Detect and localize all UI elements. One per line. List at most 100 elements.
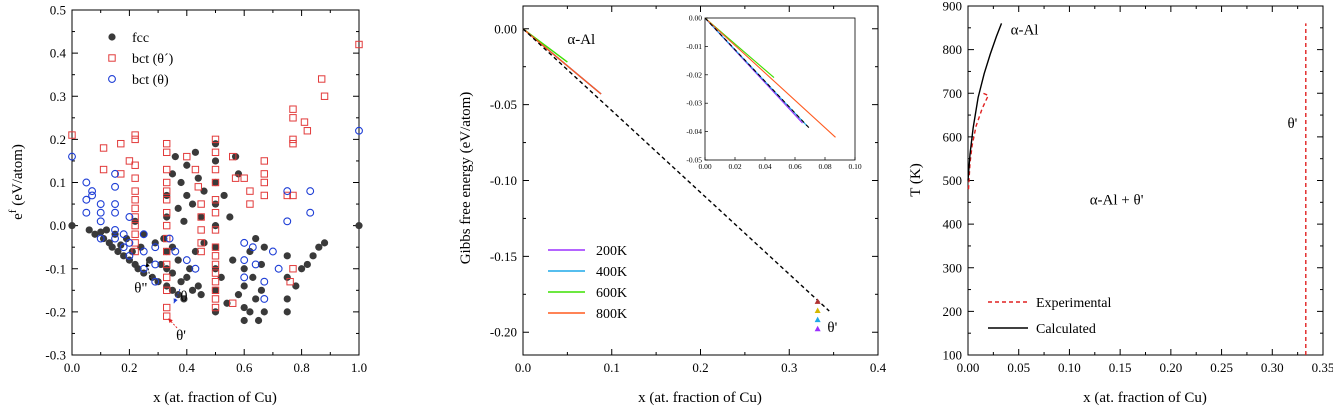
p3-marks: [967, 23, 1307, 355]
p2-legend-label: 400K: [596, 265, 627, 280]
p3-legend: Experimental Calculated: [988, 296, 1112, 337]
p1-point-open-square: [197, 247, 205, 256]
p1-point-open-square: [300, 118, 309, 126]
p1-point-open-square: [240, 174, 248, 182]
p1-point-open-square: [229, 152, 237, 161]
p1-point-filled-circle: [134, 265, 142, 273]
p1-point-open-square: [197, 239, 205, 247]
p3-legend-label: Experimental: [1036, 296, 1112, 311]
p1-annotations: θ" θ θ': [134, 262, 188, 344]
p1-point-open-circle: [119, 243, 128, 252]
p1-point-filled-circle: [240, 282, 248, 290]
p1-point-filled-circle: [223, 299, 231, 307]
p1-point-open-square: [163, 178, 171, 187]
p2-marks: [522, 28, 830, 332]
p2-legend-label: 600K: [596, 286, 627, 301]
p1-point-filled-circle: [211, 140, 220, 148]
p1-point-open-square: [211, 252, 220, 260]
p1-point-open-circle: [151, 243, 160, 252]
p1-legend: fcc bct (θ´) bct (θ): [108, 31, 174, 88]
p2-ytick-label: -0.20: [490, 325, 517, 340]
p1-point-filled-circle: [320, 239, 329, 247]
p3-xtick-label: 0.25: [1210, 360, 1233, 375]
p3-ytick-label: 300: [943, 260, 963, 275]
p1-point-open-circle: [191, 264, 200, 273]
p1-point-open-square: [289, 265, 297, 273]
p1-point-open-square: [211, 178, 220, 187]
p1-point-open-circle: [182, 256, 191, 265]
p1-point-filled-circle: [249, 273, 257, 281]
p1-point-open-square: [211, 148, 220, 157]
p1-ylabel: ef (eV/atom): [7, 144, 26, 220]
p2-inset-ytick-label: -0.01: [686, 42, 702, 51]
p1-point-open-square: [99, 144, 108, 152]
p2-annotation-label: θ': [827, 320, 837, 336]
p1-point-filled-circle: [157, 260, 165, 269]
panel-formation-energy: 0.0 0.2 0.4 0.6 0.8 1.0 -0.3 -0.2 -0.1 0.0 0.1 0.2 0…: [7, 3, 367, 407]
p2-legend-label: 200K: [596, 244, 627, 259]
p1-point-open-circle: [274, 264, 283, 273]
p2-annotation-label: α-Al: [567, 32, 595, 48]
p1-point-filled-circle: [180, 217, 188, 225]
p1-point-open-circle: [125, 251, 134, 260]
p3-annotation-label: θ': [1288, 116, 1298, 132]
p1-annotation-label: θ: [180, 289, 187, 305]
p1-point-open-circle: [248, 243, 257, 252]
p1-point-open-circle: [82, 178, 91, 187]
p1-point-open-square: [260, 170, 268, 178]
p1-point-filled-circle: [252, 234, 260, 243]
p1-legend-label: fcc: [132, 31, 149, 46]
p3-ytick-label: 100: [943, 348, 963, 363]
p3-experimental-line: [967, 92, 990, 190]
p1-point-filled-circle: [200, 187, 208, 195]
p1-point-filled-circle: [257, 260, 266, 269]
p1-point-filled-circle: [252, 295, 260, 303]
p1-point-open-circle: [139, 230, 148, 239]
p1-point-filled-circle: [145, 256, 154, 264]
p2-inset-ytick-label: -0.05: [686, 156, 702, 165]
p1-point-open-square: [197, 200, 205, 208]
p1-point-open-square: [320, 92, 329, 100]
p1-point-open-square: [131, 239, 139, 247]
p1-point-open-circle: [240, 273, 249, 282]
p1-point-open-circle: [251, 260, 260, 269]
p1-point-filled-circle: [226, 213, 234, 221]
p1-point-open-circle: [96, 234, 105, 243]
p1-point-open-square: [163, 196, 171, 204]
p1-legend-marker: [108, 33, 116, 41]
p1-point-filled-circle: [168, 269, 177, 277]
p1-point-filled-circle: [197, 213, 205, 221]
p2-ytick-label: -0.10: [490, 173, 517, 188]
p1-point-open-circle: [165, 234, 174, 243]
p1-point-filled-circle: [163, 265, 171, 273]
p1-point-filled-circle: [197, 291, 205, 299]
p1-point-open-square: [260, 191, 268, 200]
p1-point-open-square: [163, 247, 171, 256]
p1-point-filled-circle: [163, 191, 171, 200]
p2-inset-line: [704, 17, 836, 138]
p3-ytick-label: 800: [943, 42, 963, 57]
p1-point-open-square: [163, 208, 171, 217]
p3-frame: [967, 5, 1324, 356]
p3-ylabel: T (K): [908, 163, 924, 196]
p1-point-filled-circle: [292, 282, 300, 290]
p1-legend-marker: [108, 75, 116, 83]
p1-point-filled-circle: [283, 308, 291, 316]
p2-xtick-label: 0.4: [870, 360, 887, 375]
p1-ytick-label: -0.3: [45, 348, 66, 363]
p1-point-filled-circle: [171, 153, 179, 161]
p1-point-filled-circle: [315, 243, 323, 251]
p1-point-open-circle: [68, 152, 76, 161]
p1-point-open-square: [131, 213, 139, 221]
p1-point-open-circle: [139, 264, 148, 273]
p1-point-open-square: [163, 312, 171, 320]
p1-point-open-square: [68, 131, 76, 139]
p1-ytick-label: 0.2: [50, 132, 66, 147]
p2-legend-label: 800K: [596, 307, 627, 322]
p1-point-filled-circle: [211, 200, 220, 208]
p1-point-open-square: [163, 273, 171, 282]
p1-point-filled-circle: [131, 217, 139, 225]
p1-point-open-square: [260, 178, 268, 187]
p1-point-filled-circle: [85, 226, 93, 234]
p1-point-open-circle: [283, 217, 292, 226]
